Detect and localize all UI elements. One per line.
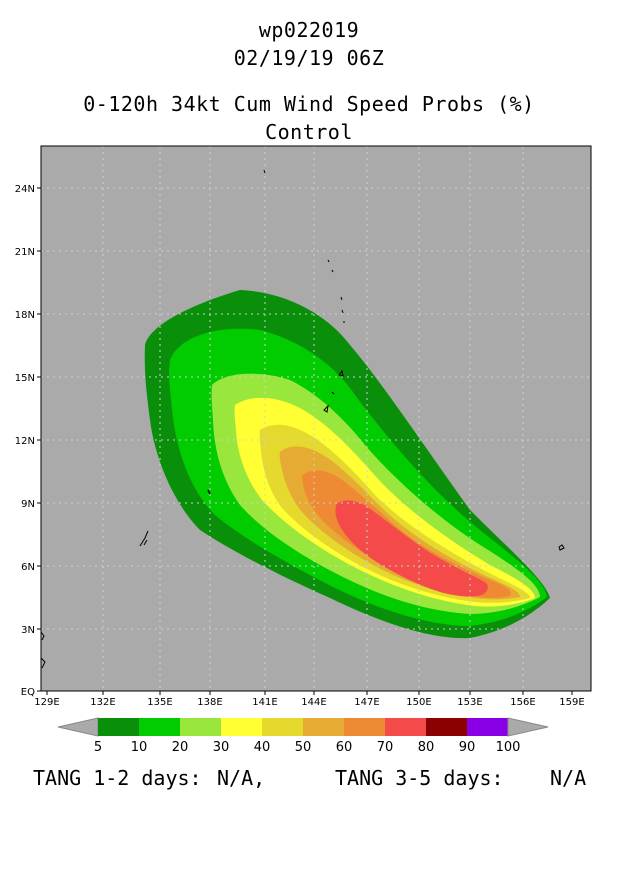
member-title: Control — [265, 120, 353, 144]
lat-tick-label: EQ — [21, 687, 35, 698]
colorbar-swatch — [467, 718, 508, 736]
lon-tick-label: 135E — [147, 697, 172, 708]
coastlines — [40, 169, 565, 669]
colorbar-label: 80 — [418, 740, 435, 755]
lon-tick-label: 132E — [90, 697, 115, 708]
lat-tick-label: 18N — [15, 310, 35, 321]
lon-tick-label: 150E — [406, 697, 431, 708]
colorbar-swatch — [98, 718, 139, 736]
colorbar-high-arrow — [507, 717, 549, 737]
map-frame — [40, 145, 592, 692]
colorbar-swatch — [426, 718, 467, 736]
latitude-axis: EQ 3N 6N 9N 12N 15N 18N 21N 24N — [15, 184, 41, 698]
colorbar-label: 60 — [336, 740, 353, 755]
lon-tick-label: 141E — [252, 697, 277, 708]
lat-tick-label: 21N — [15, 247, 35, 258]
tang-3-5-label: TANG 3-5 days: — [335, 766, 504, 790]
lon-tick-label: 147E — [354, 697, 379, 708]
colorbar-label: 20 — [172, 740, 189, 755]
lon-tick-label: 129E — [34, 697, 59, 708]
map-gridlines — [41, 146, 591, 691]
contour-70-percent — [335, 500, 488, 597]
lon-tick-label: 153E — [457, 697, 482, 708]
colorbar-label: 40 — [254, 740, 271, 755]
colorbar: 5 10 20 30 40 50 60 70 80 90 100 — [57, 717, 549, 755]
lat-tick-label: 9N — [21, 499, 35, 510]
lat-tick-label: 6N — [21, 562, 35, 573]
probability-map: EQ 3N 6N 9N 12N 15N 18N 21N 24N 129E 132E 135E 138E… — [15, 145, 592, 755]
lon-tick-label: 156E — [510, 697, 535, 708]
lat-tick-label: 24N — [15, 184, 35, 195]
longitude-axis: 129E 132E 135E 138E 141E 144E 147E 150E 153E 156E… — [34, 691, 585, 708]
tang-footer: TANG 1-2 days: N/A, TANG 3-5 days: N/A — [0, 766, 618, 886]
colorbar-swatch — [221, 718, 262, 736]
storm-id-title: wp022019 — [258, 18, 360, 42]
colorbar-label: 90 — [459, 740, 476, 755]
colorbar-label: 30 — [213, 740, 230, 755]
lon-tick-label: 144E — [301, 697, 326, 708]
colorbar-label: 10 — [131, 740, 148, 755]
colorbar-label: 100 — [496, 740, 521, 755]
colorbar-low-arrow — [57, 717, 99, 737]
lon-tick-label: 159E — [559, 697, 584, 708]
colorbar-swatch — [139, 718, 180, 736]
lon-tick-label: 138E — [197, 697, 222, 708]
colorbar-swatch — [262, 718, 303, 736]
tang-3-5-value: N/A — [550, 766, 587, 790]
tang-1-2-value: N/A, — [217, 766, 266, 790]
colorbar-label: 70 — [377, 740, 394, 755]
lat-tick-label: 3N — [21, 625, 35, 636]
lat-tick-label: 15N — [15, 373, 35, 384]
product-title: 0-120h 34kt Cum Wind Speed Probs (%) — [83, 92, 535, 116]
colorbar-label: 5 — [94, 740, 102, 755]
colorbar-swatch — [180, 718, 221, 736]
colorbar-label: 50 — [295, 740, 312, 755]
colorbar-swatch — [344, 718, 385, 736]
colorbar-swatch — [303, 718, 344, 736]
lat-tick-label: 12N — [15, 436, 35, 447]
tang-1-2-label: TANG 1-2 days: — [33, 766, 202, 790]
datetime-title: 02/19/19 06Z — [233, 46, 385, 70]
colorbar-swatch — [385, 718, 426, 736]
